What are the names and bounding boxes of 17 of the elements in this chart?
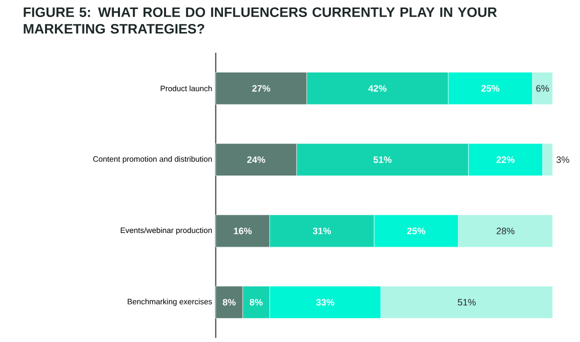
data-label: 51% bbox=[458, 299, 476, 306]
data-label: 51% bbox=[374, 156, 392, 164]
data-label: 8% bbox=[222, 299, 236, 306]
chart-title: FIGURE 5: WHAT ROLE DO INFLUENCERS CURRENTLY PLAY IN YOUR MARKETING STRATEGIES? bbox=[24, 7, 497, 34]
data-label: 27% bbox=[252, 85, 270, 92]
data-label: 24% bbox=[247, 156, 266, 164]
data-label: 31% bbox=[312, 228, 331, 234]
data-label: 42% bbox=[368, 85, 386, 92]
data-label: 6% bbox=[536, 85, 549, 92]
data-label: 22% bbox=[496, 156, 515, 164]
data-label: 33% bbox=[316, 299, 334, 306]
data-label: 16% bbox=[234, 228, 252, 234]
data-label: 3% bbox=[556, 156, 570, 164]
data-label: 25% bbox=[407, 228, 426, 234]
data-label: 28% bbox=[496, 228, 514, 234]
data-label: 25% bbox=[481, 85, 500, 92]
data-label: 8% bbox=[250, 299, 263, 306]
